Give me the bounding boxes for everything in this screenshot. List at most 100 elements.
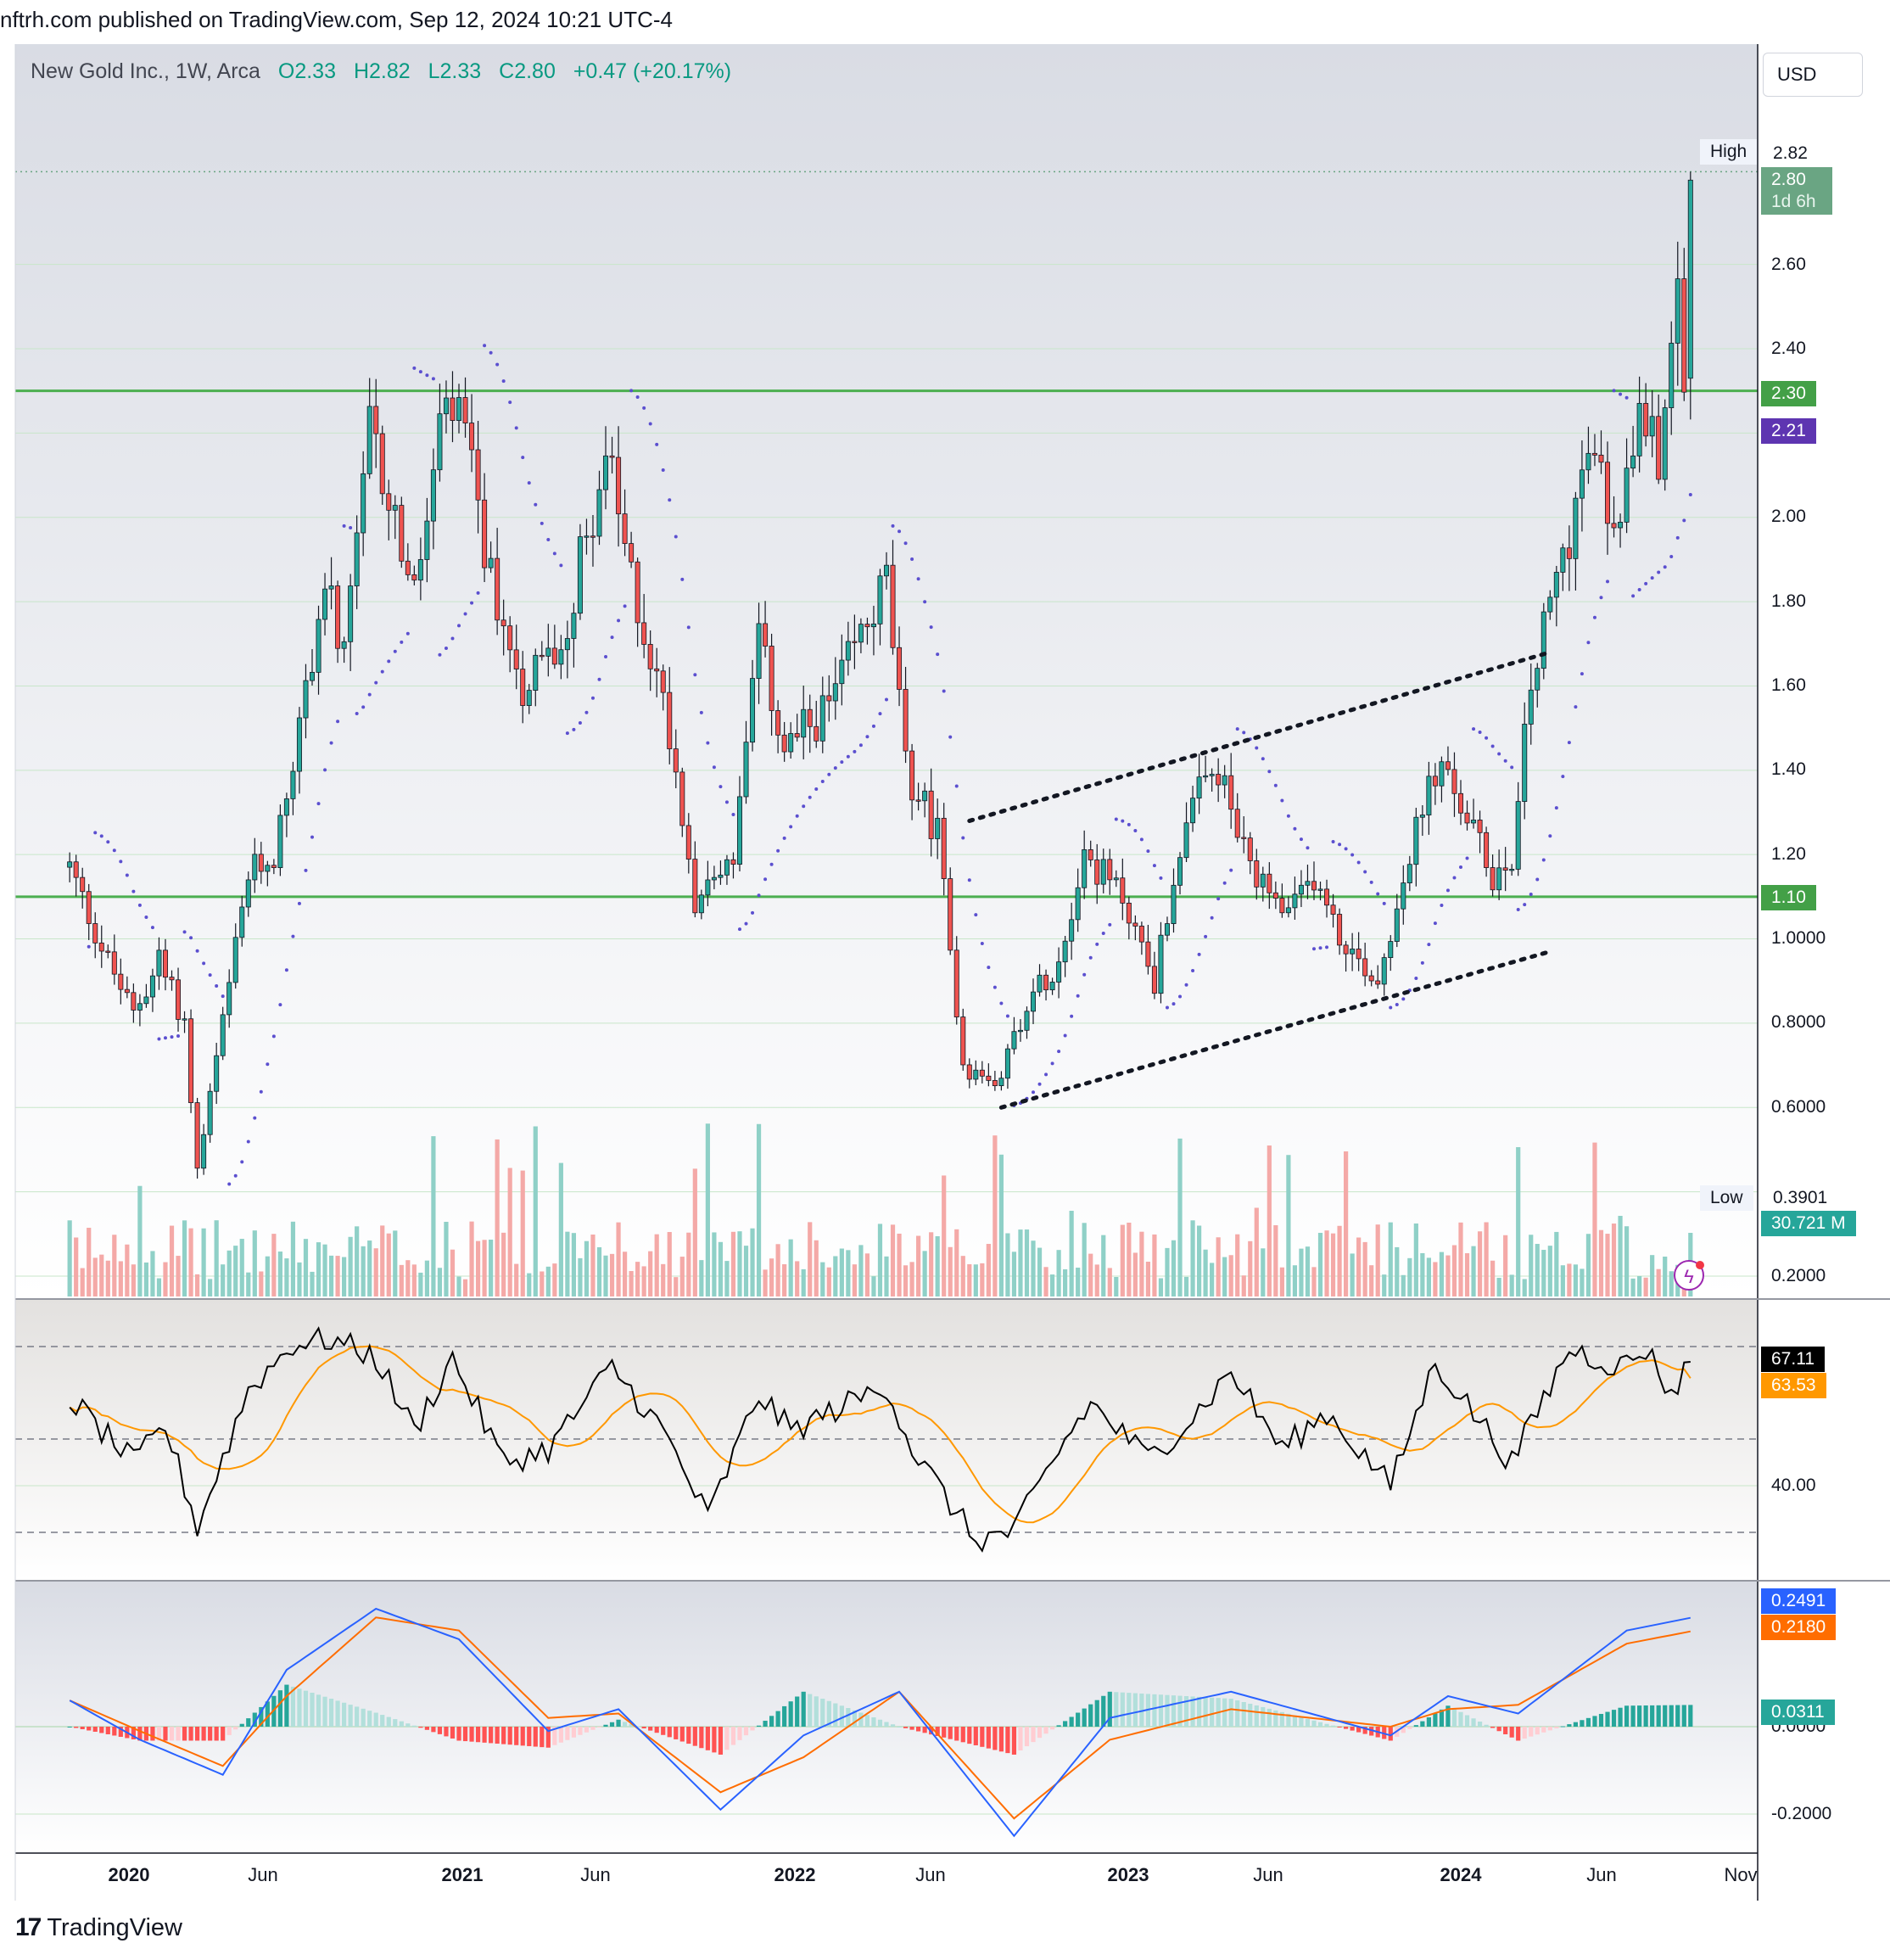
sar-dot	[1076, 994, 1080, 998]
volume-bar	[310, 1271, 315, 1296]
candle-body	[877, 575, 883, 624]
candle-body	[750, 678, 756, 743]
sar-dot	[405, 631, 410, 636]
volume-bar	[297, 1262, 302, 1296]
macd-histogram-bar	[188, 1727, 193, 1741]
sar-dot	[387, 659, 391, 664]
macd-histogram-bar	[1165, 1694, 1170, 1727]
candle-body	[1566, 547, 1572, 559]
volume-bar	[489, 1240, 494, 1296]
volume-bar	[864, 1253, 870, 1296]
volume-bar	[188, 1228, 193, 1296]
macd-histogram-bar	[469, 1727, 474, 1742]
volume-bar	[1165, 1247, 1170, 1296]
volume-bar	[1395, 1246, 1400, 1296]
volume-bar	[1299, 1248, 1304, 1296]
candle-body	[794, 733, 800, 738]
volume-bar	[1088, 1253, 1093, 1296]
candle-body	[1553, 572, 1559, 598]
macd-histogram-bar	[1241, 1701, 1246, 1727]
sar-dot	[1165, 1005, 1169, 1010]
sar-dot	[1624, 395, 1629, 400]
volume-bar	[201, 1228, 206, 1296]
macd-histogram-bar	[1490, 1727, 1496, 1728]
macd-histogram-bar	[1669, 1705, 1674, 1727]
sar-dot	[840, 760, 844, 764]
macd-histogram-bar	[1560, 1726, 1565, 1728]
macd-histogram-bar	[520, 1727, 525, 1746]
candle-body	[1490, 867, 1496, 891]
sar-dot	[967, 878, 971, 882]
sar-dot	[1497, 752, 1501, 756]
macd-histogram-bar	[699, 1727, 704, 1749]
macd-histogram-bar	[475, 1727, 481, 1743]
candle-body	[1043, 974, 1049, 991]
macd-histogram-bar	[1101, 1695, 1106, 1727]
macd-histogram-bar	[558, 1727, 563, 1743]
macd-histogram-bar	[648, 1727, 653, 1731]
macd-histogram-bar	[1171, 1695, 1177, 1727]
sar-dot	[948, 735, 953, 739]
candle-body	[1094, 860, 1100, 885]
candle-body	[1509, 869, 1515, 871]
candle-body	[870, 623, 876, 628]
sar-dot	[833, 766, 837, 770]
currency-button[interactable]: USD	[1763, 53, 1863, 97]
candle-body	[1082, 849, 1088, 888]
candle-body	[1560, 547, 1566, 573]
candle-body	[1126, 902, 1132, 924]
sar-dot	[1631, 594, 1636, 598]
sar-dot	[1376, 892, 1380, 896]
candle-body	[1362, 958, 1368, 977]
candle-body	[1324, 888, 1330, 906]
volume-bar	[405, 1260, 411, 1296]
lightning-glyph: ϟ	[1684, 1266, 1694, 1287]
macd-histogram-bar	[342, 1702, 347, 1727]
macd-histogram-bar	[1139, 1693, 1144, 1727]
sar-dot	[686, 625, 691, 630]
candle-body	[1113, 877, 1119, 881]
volume-bar	[763, 1269, 768, 1296]
candle-body	[1305, 881, 1311, 886]
volume-bar	[92, 1257, 98, 1296]
candle-body	[98, 942, 104, 952]
sar-dot	[355, 711, 359, 715]
sar-dot	[853, 749, 857, 753]
macd-histogram-bar	[826, 1700, 831, 1727]
candle-body	[660, 670, 666, 693]
sar-dot	[93, 831, 98, 835]
volume-bar	[1605, 1234, 1610, 1296]
candle-body	[67, 861, 73, 868]
replay-lightning-icon[interactable]	[1674, 1260, 1704, 1291]
sar-dot	[1682, 518, 1686, 523]
macd-histogram-bar	[590, 1727, 596, 1730]
volume-bar	[328, 1255, 334, 1296]
volume-bar	[1503, 1235, 1508, 1296]
countdown-tag: 1d 6h	[1761, 189, 1832, 215]
sar-dot	[361, 705, 366, 709]
macd-histogram-bar	[730, 1727, 736, 1745]
candle-body	[1017, 1029, 1023, 1033]
candle-body	[1011, 1031, 1017, 1050]
volume-bar	[1171, 1240, 1177, 1296]
sar-dot	[1216, 897, 1221, 901]
sar-dot	[1459, 865, 1462, 870]
sar-dot	[476, 591, 480, 595]
legend-change: +0.47 (+20.17%)	[573, 59, 732, 83]
candle-body	[80, 876, 86, 893]
macd-histogram-bar	[1522, 1727, 1527, 1739]
macd-histogram-bar	[246, 1718, 251, 1727]
candle-body	[948, 878, 953, 951]
sar-dot	[457, 624, 461, 628]
sar-dot	[1121, 819, 1125, 823]
sar-dot	[349, 526, 353, 530]
candle-body	[819, 695, 825, 742]
channel-trend-line-2[interactable]	[998, 949, 1552, 1110]
candle-body	[692, 859, 698, 914]
alert-dot	[1696, 1261, 1704, 1269]
volume-bar	[1439, 1252, 1445, 1296]
channel-trend-line-1[interactable]	[967, 650, 1552, 823]
sar-dot	[769, 862, 774, 866]
candle-body	[207, 1090, 213, 1135]
